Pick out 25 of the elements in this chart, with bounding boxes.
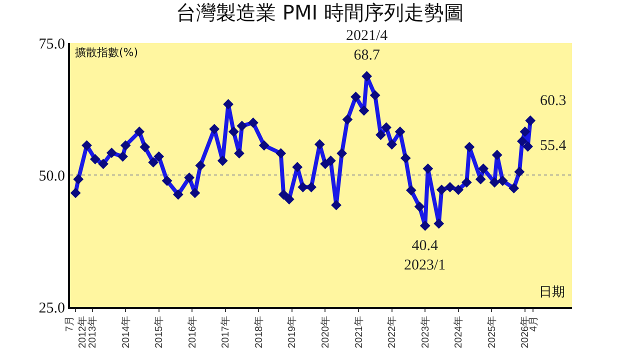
y-tick-label: 50.0 [38, 168, 65, 184]
x-tick-label: 2021年 [352, 316, 365, 348]
annotation: 55.4 [540, 138, 567, 154]
x-axis-title: 日期 [539, 285, 565, 300]
x-tick-label: 2024年 [452, 316, 465, 348]
x-tick-label: 2017年 [220, 316, 232, 348]
x-tick-label: 2023年 [419, 316, 432, 348]
x-tick-label: 2022年 [386, 316, 398, 348]
x-tick-label: 2020年 [319, 316, 332, 348]
chart-title: 台灣製造業 PMI 時間序列走勢圖 [176, 0, 464, 24]
y-axis-title: 擴散指數(%) [75, 46, 138, 59]
annotation: 60.3 [540, 93, 566, 109]
x-tick-label: 4月 [528, 316, 540, 332]
x-tick-label: 2025年 [486, 316, 498, 348]
x-tick-label: 2014年 [120, 316, 132, 348]
y-tick-label: 75.0 [38, 36, 65, 52]
annotation: 40.4 2023/1 [404, 238, 446, 274]
x-tick-label: 2015年 [153, 316, 166, 348]
annotation: 2021/4 68.7 [346, 28, 388, 64]
y-tick-label: 25.0 [38, 300, 65, 316]
x-tick-label: 2013年 [86, 316, 99, 348]
x-tick-label: 2018年 [252, 316, 265, 348]
x-tick-label: 2019年 [286, 316, 298, 348]
x-tick-label: 2016年 [186, 316, 198, 348]
x-tick-label: 7月 2012年 [64, 316, 88, 348]
